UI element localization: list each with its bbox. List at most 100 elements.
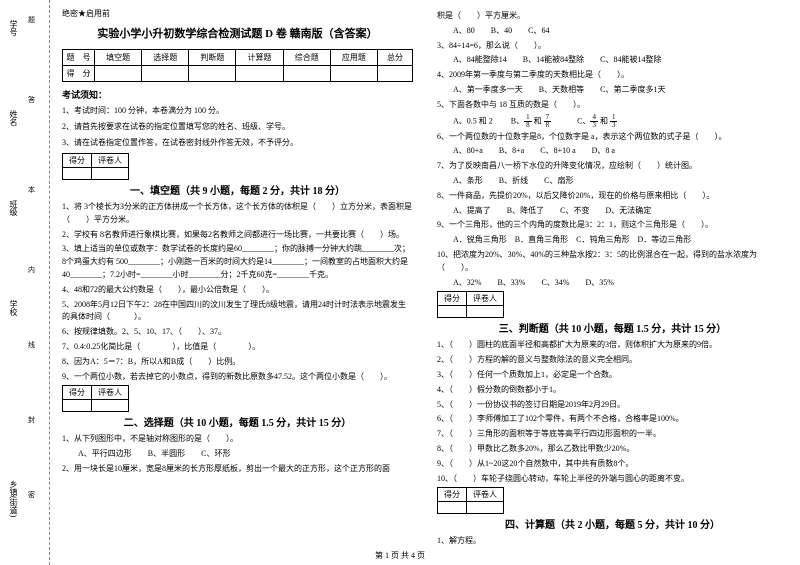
score-cell[interactable]: [330, 66, 377, 82]
score-table: 题 号 填空题 选择题 判断题 计算题 综合题 应用题 总分 得 分: [62, 49, 413, 82]
section-3-title: 三、判断题（共 10 小题，每题 1.5 分，共计 15 分）: [437, 320, 788, 335]
opt-b-pre: B、: [511, 116, 524, 125]
question: 8、因为A：5＝7：B，所以A和B成（ ）比例。: [62, 356, 413, 369]
grade-label: 得分: [63, 386, 92, 400]
seal-text-7: 密: [28, 490, 35, 500]
question: 1、将 3个棱长为3分米的正方体拼成一个长方体，这个长方体的体积是（ ）立方分米…: [62, 201, 413, 227]
option-line: A、平行四边形 B、半圆形 C、环形: [62, 448, 413, 461]
option-line-5: A、0.5 和 2 B、18 和 78 C、43 和 13: [437, 114, 788, 129]
score-header: 应用题: [330, 50, 377, 66]
question: 4、（ ）假分数的倒数都小于1。: [437, 384, 788, 397]
score-label: 得 分: [63, 66, 95, 82]
seal-text-4: 内: [28, 265, 35, 275]
grader-cell[interactable]: [467, 306, 504, 318]
score-header: 综合题: [283, 50, 330, 66]
opt-a: A、0.5 和 2: [453, 116, 493, 125]
question: 8、一件商品，先提价20%，以后又降价20%，现在的价格与原来相比（ ）。: [437, 190, 788, 203]
question: 5、下面各数中与 18 互质的数是（ ）。: [437, 99, 788, 112]
grader-label: 评卷人: [92, 154, 129, 168]
question: 6、（ ）李师傅加工了102个零件，有两个不合格，合格率是100%。: [437, 413, 788, 426]
grader-cell[interactable]: [92, 168, 129, 180]
question: 3、填上适当的单位或数字：数学试卷的长度约是60________；你的脉搏一分钟…: [62, 243, 413, 281]
grade-label: 得分: [438, 292, 467, 306]
grade-box: 得分评卷人: [62, 385, 129, 412]
table-row: 得 分: [63, 66, 413, 82]
question: 5、2008年5月12日下午2：28在中国四川的汶川发生了理氏8级地震，请用24…: [62, 299, 413, 325]
grade-box: 得分评卷人: [62, 153, 129, 180]
grader-label: 评卷人: [467, 292, 504, 306]
page-footer: 第 1 页 共 4 页: [0, 550, 800, 561]
grade-label: 得分: [63, 154, 92, 168]
seal-text-6: 封: [28, 415, 35, 425]
score-cell[interactable]: [142, 66, 189, 82]
grader-cell[interactable]: [92, 400, 129, 412]
option-line: A．锐角三角形 B．直角三角形 C．钝角三角形 D．等边三角形: [437, 234, 788, 247]
question: 6、按规律填数。2、5、10、17、（ ）、37。: [62, 326, 413, 339]
option-line: A、条形 B、折线 C、扇形: [437, 175, 788, 188]
question: 9、（ ）从1~20这20个自然数中，其中共有质数8个。: [437, 458, 788, 471]
option-line: A、80 B、40 C、64: [437, 25, 788, 38]
question: 2、学校有 8名教师进行象棋比赛，如果每2名教师之间都进行一场比赛，一共要比赛（…: [62, 229, 413, 242]
option-line: A、84能整除14 B、14能被84整除 C、84能被14整除: [437, 54, 788, 67]
option-line: A、提高了 B、降低了 C、不变 D、无法确定: [437, 205, 788, 218]
binding-label-xuexiao: 学校: [8, 300, 19, 316]
grade-cell[interactable]: [438, 502, 467, 514]
notice-item: 3、请在试卷指定位置作答，在试卷密封线外作答无效，不予评分。: [62, 137, 413, 149]
binding-margin: 学号 姓名 班级 学校 乡镇(街道) 题 答 本 内 线 封 密: [0, 0, 50, 565]
seal-text-5: 线: [28, 340, 35, 350]
and: 和: [532, 116, 544, 125]
grade-box: 得分评卷人: [437, 291, 504, 318]
right-column: 积是（ ）平方厘米。 A、80 B、40 C、64 3、84÷14=6，那么说（…: [425, 8, 800, 565]
fraction: 43: [590, 114, 598, 129]
option-line: A、80+a B、8+a C、8+10 a D、8 a: [437, 145, 788, 158]
score-header: 填空题: [95, 50, 142, 66]
left-column: 绝密★启用前 实验小学小升初数学综合检测试题 D 卷 赣南版（含答案） 题 号 …: [50, 8, 425, 565]
seal-text-1: 题: [28, 15, 35, 25]
score-header: 判断题: [189, 50, 236, 66]
question: 3、84÷14=6，那么说（ ）。: [437, 40, 788, 53]
question: 2、（ ）方程的解的意义与整数除法的意义完全相同。: [437, 354, 788, 367]
table-row: 题 号 填空题 选择题 判断题 计算题 综合题 应用题 总分: [63, 50, 413, 66]
grade-cell[interactable]: [438, 306, 467, 318]
question: 4、48和72的最大公约数是（ ），最小公倍数是（ ）。: [62, 284, 413, 297]
question: 积是（ ）平方厘米。: [437, 10, 788, 23]
binding-label-banji: 班级: [8, 200, 19, 216]
seal-text-3: 本: [28, 185, 35, 195]
grader-label: 评卷人: [467, 488, 504, 502]
score-header: 总分: [377, 50, 412, 66]
section-1-title: 一、填空题（共 9 小题，每题 2 分，共计 18 分）: [62, 182, 413, 197]
binding-label-xiangzhen: 乡镇(街道): [8, 480, 19, 517]
question: 4、2009年第一季度与第二季度的天数相比是（ ）。: [437, 69, 788, 82]
score-cell[interactable]: [283, 66, 330, 82]
score-cell[interactable]: [236, 66, 283, 82]
section-2-title: 二、选择题（共 10 小题，每题 1.5 分，共计 15 分）: [62, 414, 413, 429]
secret-label: 绝密★启用前: [62, 8, 413, 19]
and: 和: [598, 116, 610, 125]
question: 9、一个三角形，他的三个内角的度数比是3：2：1，则这个三角形是（ ）。: [437, 219, 788, 232]
grade-label: 得分: [438, 488, 467, 502]
fraction: 18: [524, 114, 532, 129]
notice-item: 1、考试时间：100 分钟，本卷满分为 100 分。: [62, 105, 413, 117]
question: 2、用一块长是10厘米，宽是8厘米的长方形厚纸板，剪出一个最大的正方形，这个正方…: [62, 463, 413, 476]
score-header: 计算题: [236, 50, 283, 66]
fraction: 13: [610, 114, 618, 129]
notice-item: 2、请首先按要求在试卷的指定位置填写您的姓名、班级、学号。: [62, 121, 413, 133]
grade-box: 得分评卷人: [437, 487, 504, 514]
opt-c-pre: C、: [577, 116, 590, 125]
score-cell[interactable]: [377, 66, 412, 82]
question: 10、把浓度为20%、30%、40%的三种盐水按2：3：5的比例混合在一起，得到…: [437, 249, 788, 275]
score-cell[interactable]: [189, 66, 236, 82]
section-4-title: 四、计算题（共 2 小题，每题 5 分，共计 10 分）: [437, 516, 788, 531]
grader-cell[interactable]: [467, 502, 504, 514]
question: 1、（ ）圆柱的底面半径和高都扩大为原来的3倍，则体积扩大为原来的9倍。: [437, 339, 788, 352]
binding-label-xingming: 姓名: [8, 110, 19, 126]
question: 8、（ ）甲数比乙数多20%，那么乙数比甲数少20%。: [437, 443, 788, 456]
question: 1、从下列图形中，不是轴对称图形的是（ ）。: [62, 433, 413, 446]
grader-label: 评卷人: [92, 386, 129, 400]
option-line: A、第一季度多一天 B、天数相等 C、第二季度多1天: [437, 84, 788, 97]
score-cell[interactable]: [95, 66, 142, 82]
question: 6、一个两位数的十位数字是8，个位数字是 a，表示这个两位数的式子是（ ）。: [437, 131, 788, 144]
option-line: A、32% B、33% C、34% D、35%: [437, 277, 788, 290]
grade-cell[interactable]: [63, 400, 92, 412]
grade-cell[interactable]: [63, 168, 92, 180]
